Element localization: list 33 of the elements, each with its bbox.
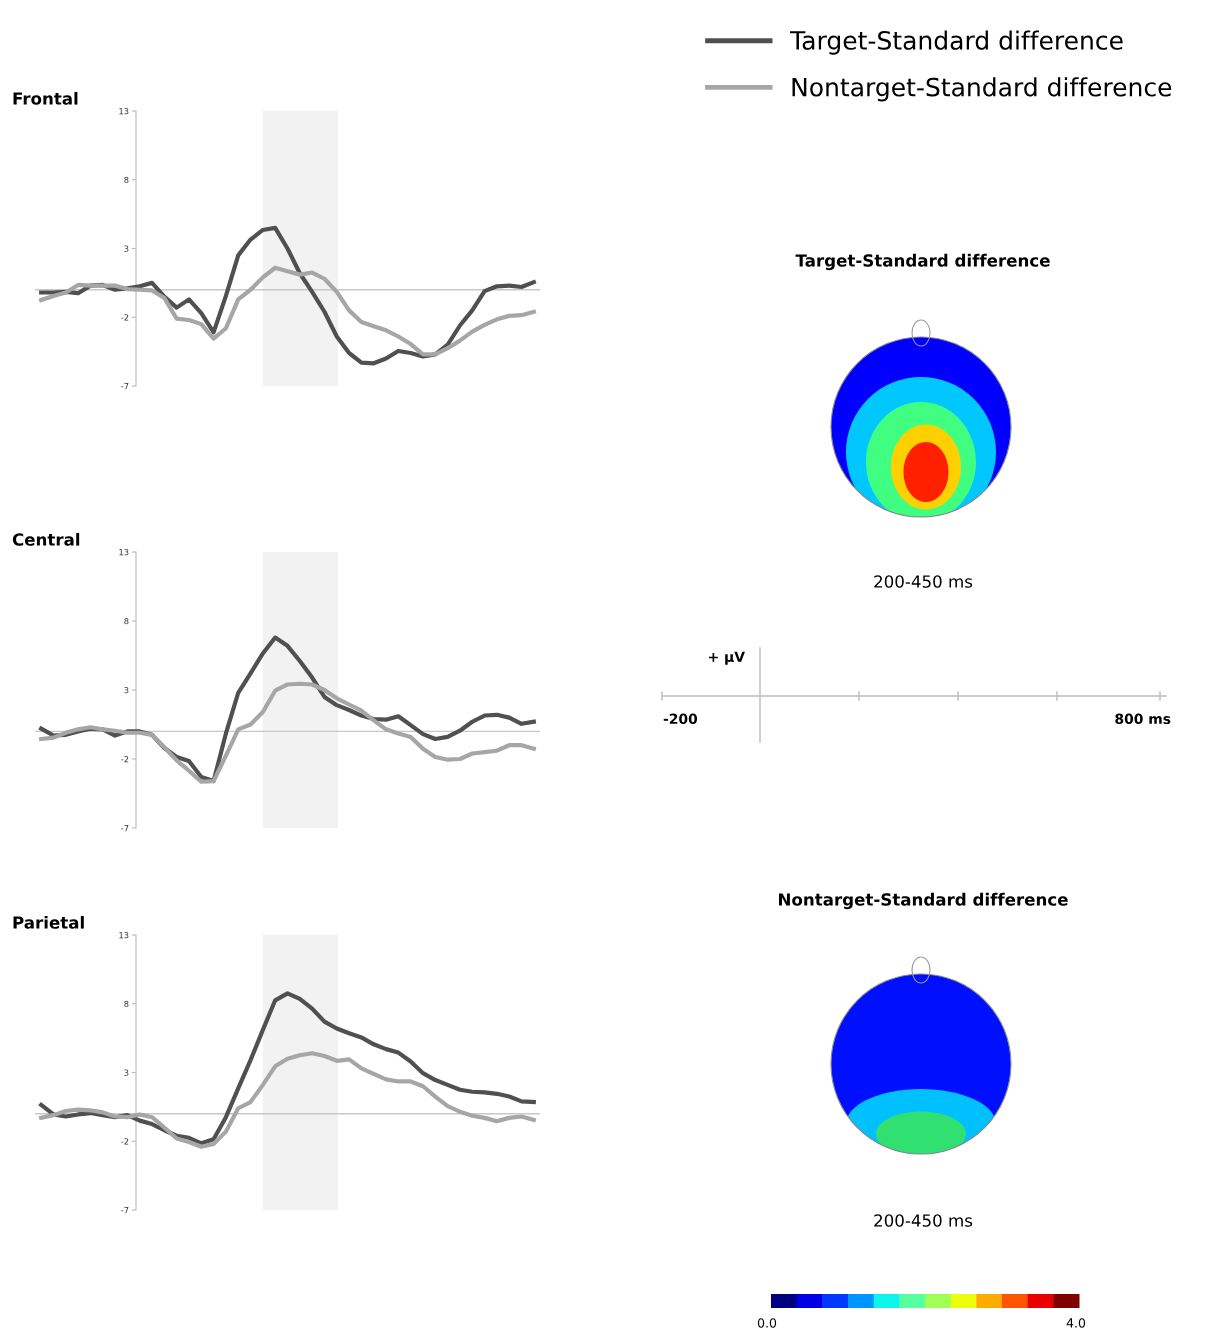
y-tick-label: -2 xyxy=(121,314,129,321)
text: + µV xyxy=(709,651,745,665)
y-tick-label: -7 xyxy=(121,1207,129,1214)
line-series xyxy=(39,265,536,357)
y-tick-label: 8 xyxy=(124,1000,129,1008)
chart-title: Frontal xyxy=(13,91,78,105)
text: Nontarget-Standard difference xyxy=(779,892,1068,910)
chart-title: Central xyxy=(12,532,80,546)
text: 0.0 xyxy=(757,1318,777,1328)
text: 800 ms xyxy=(1115,713,1171,725)
line-series xyxy=(39,681,536,784)
y-tick-label: -7 xyxy=(121,383,129,390)
y-tick-label: 8 xyxy=(124,176,129,184)
text: 4.0 xyxy=(1066,1318,1086,1328)
text: 200-450 ms xyxy=(874,575,973,588)
y-tick-label: 3 xyxy=(124,245,129,252)
legend-label: Target-Standard difference xyxy=(789,30,1123,55)
y-tick-label: 13 xyxy=(119,107,129,115)
y-tick-label: 13 xyxy=(119,931,129,939)
chart-title: Parietal xyxy=(13,915,84,929)
line-series xyxy=(39,991,536,1146)
text: -200 xyxy=(663,713,698,725)
y-tick-label: 3 xyxy=(124,1069,129,1076)
line-series xyxy=(39,1051,536,1149)
legend-label: Nontarget-Standard difference xyxy=(792,77,1172,102)
y-tick-label: 13 xyxy=(119,548,129,556)
y-tick-label: 3 xyxy=(124,686,129,694)
text: Target-Standard difference xyxy=(795,253,1050,271)
y-tick-label: -2 xyxy=(121,1138,129,1145)
text: 200-450 ms xyxy=(874,1214,973,1227)
y-tick-label: -2 xyxy=(121,755,129,763)
y-tick-label: -7 xyxy=(121,825,129,832)
y-tick-label: 8 xyxy=(124,617,129,625)
